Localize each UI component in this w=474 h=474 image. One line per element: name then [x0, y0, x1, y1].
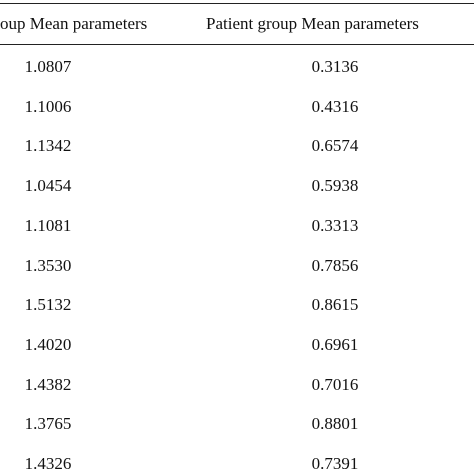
table-cell: 1.3530	[24, 255, 72, 275]
table-cell: 1.0807	[24, 57, 72, 76]
table-cell: 1.1342	[24, 136, 72, 156]
table-cell: 1.5132	[24, 295, 72, 315]
table-cell: 1.1006	[24, 96, 72, 116]
table-cell: 0.8615	[311, 295, 359, 315]
table-cell: 1.4020	[24, 334, 72, 354]
table-cell: 0.4316	[311, 96, 359, 116]
table-cell: 0.6574	[311, 136, 359, 156]
table-cell: 0.5938	[311, 176, 359, 196]
table-cell: 0.3313	[311, 215, 359, 235]
table-cell: 0.3136	[311, 57, 359, 76]
table-cell: 0.6961	[311, 334, 359, 354]
table-cell: 0.7391	[311, 454, 359, 473]
table-cell: 0.8801	[311, 414, 359, 434]
table-cell: 1.0454	[24, 176, 72, 196]
top-rule	[0, 3, 474, 4]
table-cell: 0.7016	[311, 374, 359, 394]
header-rule	[0, 44, 474, 45]
table-cell: 1.1081	[24, 215, 72, 235]
header-cell: Patient group Mean parameters	[206, 14, 419, 33]
header-cell: oup Mean parameters	[0, 14, 148, 33]
table-cell: 1.4326	[24, 454, 72, 473]
table-cell: 1.4382	[24, 374, 72, 394]
table-cell: 0.7856	[311, 255, 359, 275]
table-cell: 1.3765	[24, 414, 72, 434]
